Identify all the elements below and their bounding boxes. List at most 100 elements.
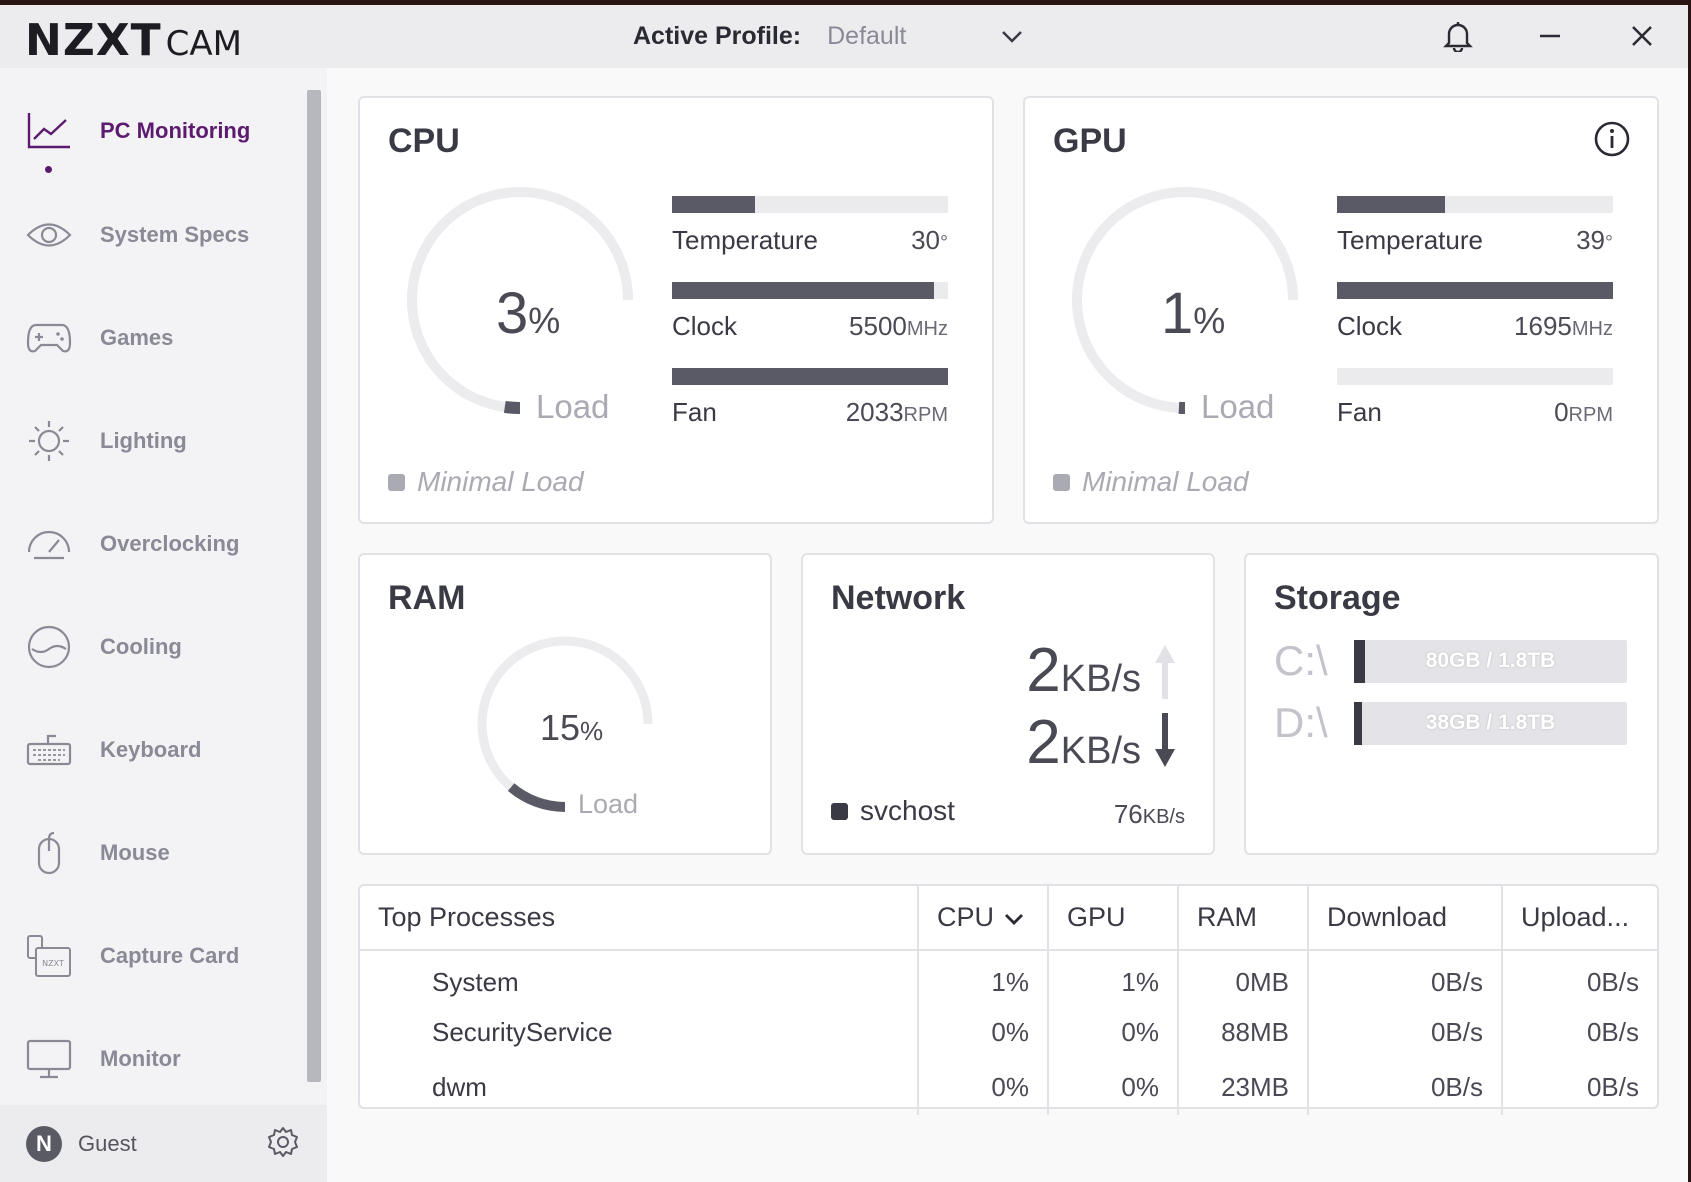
metric-label: Temperature [1337, 225, 1483, 255]
ram-load-number: 15 [540, 707, 581, 748]
cpu-load-value: 3% [496, 280, 560, 347]
sidebar-item-capture-card[interactable]: NZXT Capture Card [0, 916, 300, 996]
drive-usage-bar: 38GB / 1.8TB [1354, 701, 1627, 745]
close-button[interactable] [1625, 19, 1659, 53]
chevron-down-icon[interactable] [1001, 30, 1023, 44]
metric-unit: RPM [903, 404, 948, 426]
header-cpu-sort[interactable]: CPU [918, 886, 1049, 951]
sidebar-item-pc-monitoring[interactable]: PC Monitoring [0, 91, 300, 173]
sidebar-item-games[interactable]: Games [0, 298, 300, 378]
process-ram: 23MB [1178, 1060, 1309, 1115]
table-header-row: Top Processes CPU GPU RAM Download Uploa… [360, 886, 1657, 951]
monitor-icon [26, 1036, 72, 1082]
title-bar: NZXT CAM Active Profile: Default [0, 5, 1688, 68]
metric-unit: ° [1605, 232, 1613, 254]
gpu-load-unit: % [1193, 300, 1226, 341]
process-download: 0B/s [1308, 950, 1503, 1005]
drive-usage-fill [1354, 701, 1363, 745]
ram-card[interactable]: RAM 15% Load [358, 553, 772, 855]
bar-fill [1337, 282, 1613, 299]
status-indicator [1053, 473, 1070, 491]
sidebar-scrollbar[interactable] [307, 90, 321, 1082]
drive-d: D:\ 38GB / 1.8TB [1274, 699, 1627, 747]
gear-icon[interactable] [266, 1125, 300, 1159]
metric-unit: ° [940, 232, 948, 254]
bar-fill [672, 368, 948, 385]
cpu-fan-metric: Fan 2033RPM [672, 368, 948, 428]
cpu-clock-metric: Clock 5500MHz [672, 282, 948, 342]
sidebar: PC Monitoring System Specs Games Lightin… [0, 68, 327, 1105]
cpu-clock-bar [672, 282, 948, 299]
sidebar-item-label: Overclocking [100, 531, 240, 556]
upload-rate: 2KB/s [1026, 635, 1141, 706]
gamepad-icon [26, 315, 72, 361]
process-gpu: 0% [1048, 1060, 1179, 1115]
network-title: Network [831, 579, 966, 617]
header-download[interactable]: Download [1308, 886, 1503, 951]
gpu-card[interactable]: GPU 1% Load Minimal Load Temperature 39° … [1023, 96, 1659, 524]
process-ram: 88MB [1178, 1005, 1309, 1060]
sidebar-item-keyboard[interactable]: Keyboard [0, 710, 300, 790]
sidebar-item-label: Cooling [100, 634, 182, 659]
avatar[interactable]: N [26, 1126, 62, 1162]
network-process-value: 76 [1113, 799, 1143, 829]
profile-value[interactable]: Default [827, 22, 907, 50]
app-logo: NZXT CAM [25, 15, 242, 66]
user-name[interactable]: Guest [78, 1131, 137, 1156]
metric-unit: MHz [906, 318, 948, 340]
header-gpu[interactable]: GPU [1048, 886, 1179, 951]
process-name: dwm [360, 1060, 919, 1115]
table-row[interactable]: dwm 0% 0% 23MB 0B/s 0B/s [360, 1060, 1657, 1115]
process-upload: 0B/s [1586, 1017, 1639, 1047]
gpu-load-label: Load [1201, 388, 1275, 425]
cpu-temperature-bar [672, 196, 948, 213]
metric-value: 39 [1576, 225, 1605, 255]
gpu-fan-bar [1337, 368, 1613, 385]
cpu-status-text: Minimal Load [417, 466, 584, 497]
ram-load-unit: % [580, 716, 604, 746]
header-upload[interactable]: Upload... [1502, 886, 1657, 951]
minimize-button[interactable] [1533, 19, 1567, 53]
metric-label: Clock [1337, 311, 1403, 341]
profile-label: Active Profile: [633, 22, 802, 50]
download-rate: 2KB/s [1026, 707, 1141, 778]
gpu-status-text: Minimal Load [1082, 466, 1249, 497]
ram-load-gauge [477, 636, 653, 812]
sidebar-item-cooling[interactable]: Cooling [0, 607, 300, 687]
gpu-temperature-bar [1337, 196, 1613, 213]
process-gpu: 1% [1048, 950, 1179, 1005]
process-cpu: 0% [918, 1005, 1049, 1060]
header-ram[interactable]: RAM [1178, 886, 1309, 951]
process-upload: 0B/s [1586, 966, 1639, 997]
metric-value: 0 [1554, 397, 1569, 427]
sidebar-item-system-specs[interactable]: System Specs [0, 195, 300, 275]
upload-value: 2 [1026, 636, 1061, 705]
process-name: SecurityService [360, 1005, 919, 1060]
cpu-load-label: Load [536, 388, 610, 425]
network-process-name: svchost [860, 795, 955, 826]
cpu-card[interactable]: CPU 3% Load Minimal Load Temperature 30° … [358, 96, 994, 524]
top-processes-card: Top Processes CPU GPU RAM Download Uploa… [358, 884, 1659, 1115]
sidebar-item-monitor[interactable]: Monitor [0, 1019, 300, 1099]
drive-label: C:\ [1274, 637, 1328, 684]
storage-card[interactable]: Storage C:\ 80GB / 1.8TB D:\ 38GB / 1.8T… [1244, 553, 1659, 855]
info-icon[interactable] [1593, 120, 1631, 158]
bell-icon[interactable] [1441, 19, 1475, 53]
logo-brand: NZXT [25, 15, 162, 66]
sidebar-item-mouse[interactable]: Mouse [0, 813, 300, 893]
process-gpu: 0% [1048, 1005, 1179, 1060]
table-row[interactable]: SecurityService 0% 0% 88MB 0B/s 0B/s [360, 1005, 1657, 1060]
sidebar-item-overclocking[interactable]: Overclocking [0, 504, 300, 584]
profile-selector[interactable]: Active Profile: Default [633, 22, 1023, 51]
cpu-load-number: 3 [496, 281, 529, 346]
cpu-load-unit: % [528, 300, 561, 341]
network-process-unit: KB/s [1142, 806, 1185, 828]
metric-value: 5500 [849, 311, 907, 341]
gpu-load-number: 1 [1161, 281, 1194, 346]
table-row[interactable]: System 1% 1% 0MB 0B/s 0B/s [360, 950, 1657, 1005]
arrow-down-icon [1155, 713, 1175, 767]
network-card[interactable]: Network 2KB/s 2KB/s svchost 76KB/s [801, 553, 1215, 855]
sidebar-item-lighting[interactable]: Lighting [0, 401, 300, 481]
user-bar: N Guest [0, 1105, 327, 1182]
metric-label: Temperature [672, 225, 818, 255]
